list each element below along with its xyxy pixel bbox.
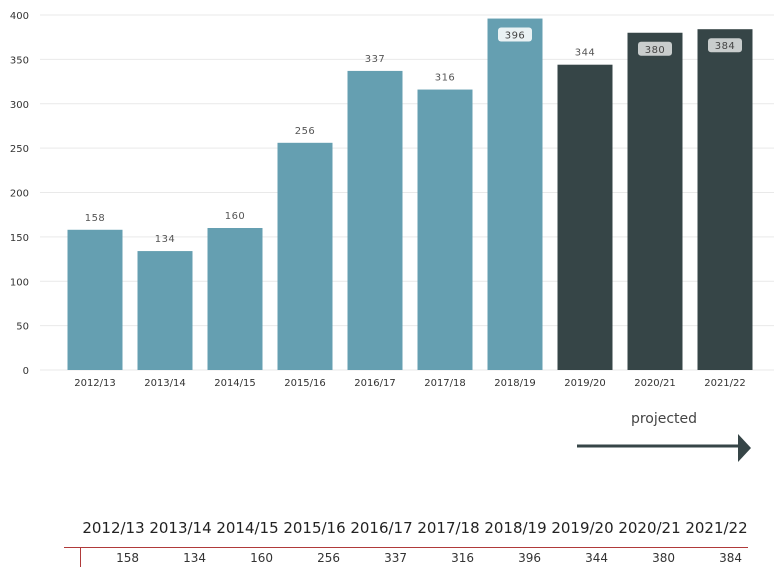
data-label: 396 bbox=[505, 31, 526, 42]
data-label: 384 bbox=[715, 41, 736, 52]
x-tick-label: 2013/14 bbox=[144, 378, 186, 389]
y-tick-label: 400 bbox=[10, 11, 29, 22]
data-label-pill bbox=[498, 27, 532, 42]
bar bbox=[487, 18, 543, 371]
y-tick-label: 200 bbox=[10, 189, 29, 200]
table-vertical-rule bbox=[80, 547, 81, 567]
bar bbox=[417, 89, 473, 371]
projected-arrow-head bbox=[738, 434, 751, 462]
x-tick-label: 2021/22 bbox=[704, 378, 746, 389]
bar bbox=[697, 29, 753, 370]
bar-chart: 0 50 100 150 200 250 300 350 400 158 134 160 256 337… bbox=[10, 11, 774, 462]
x-tick-label: 2017/18 bbox=[424, 378, 466, 389]
data-label: 158 bbox=[85, 213, 106, 224]
x-tick-label: 2020/21 bbox=[634, 378, 676, 389]
table-value-cell: 396 bbox=[518, 551, 541, 565]
data-label: 256 bbox=[295, 126, 316, 137]
x-axis: 2012/13 2013/14 2014/15 2015/16 2016/17 2017/… bbox=[74, 378, 746, 389]
table-value-cell: 134 bbox=[183, 551, 206, 565]
table-rule bbox=[64, 547, 748, 548]
table-header-cell: 2019/20 bbox=[551, 519, 614, 537]
table-value-cell: 256 bbox=[317, 551, 340, 565]
table-value-cell: 316 bbox=[451, 551, 474, 565]
data-label: 134 bbox=[155, 234, 176, 245]
data-label: 160 bbox=[225, 211, 246, 222]
table-value-row: 158 134 160 256 337 316 396 344 380 384 bbox=[80, 550, 750, 568]
table-value-cell: 384 bbox=[719, 551, 742, 565]
table-header-cell: 2021/22 bbox=[685, 519, 748, 537]
table-header-cell: 2017/18 bbox=[417, 519, 480, 537]
y-tick-label: 250 bbox=[10, 144, 29, 155]
table-value-cell: 160 bbox=[250, 551, 273, 565]
data-label: 380 bbox=[645, 45, 666, 56]
data-label-pill bbox=[638, 41, 672, 56]
y-tick-label: 50 bbox=[16, 322, 29, 333]
table-header-cell: 2013/14 bbox=[149, 519, 212, 537]
y-axis: 0 50 100 150 200 250 300 350 400 bbox=[10, 11, 29, 377]
table-value-cell: 158 bbox=[116, 551, 139, 565]
x-tick-label: 2018/19 bbox=[494, 378, 536, 389]
bars: 158 134 160 256 337 316 396 344 380 384 bbox=[67, 18, 753, 371]
data-label-pill bbox=[708, 38, 742, 53]
x-tick-label: 2014/15 bbox=[214, 378, 256, 389]
table-header-cell: 2016/17 bbox=[350, 519, 413, 537]
x-tick-label: 2019/20 bbox=[564, 378, 606, 389]
bar bbox=[67, 229, 123, 370]
bar bbox=[207, 228, 263, 370]
bar bbox=[627, 32, 683, 370]
table-header-cell: 2018/19 bbox=[484, 519, 547, 537]
projected-annotation: projected bbox=[577, 411, 751, 462]
y-tick-label: 0 bbox=[23, 366, 29, 377]
bar bbox=[557, 64, 613, 370]
data-table: 2012/13 2013/14 2014/15 2015/16 2016/17 2017/… bbox=[64, 513, 750, 568]
x-tick-label: 2012/13 bbox=[74, 378, 116, 389]
y-tick-label: 350 bbox=[10, 55, 29, 66]
table-header-cell: 2014/15 bbox=[216, 519, 279, 537]
y-tick-label: 100 bbox=[10, 277, 29, 288]
table-header-row: 2012/13 2013/14 2014/15 2015/16 2016/17 2017/… bbox=[80, 513, 750, 543]
data-label: 344 bbox=[575, 48, 596, 59]
x-tick-label: 2016/17 bbox=[354, 378, 396, 389]
bar bbox=[277, 142, 333, 370]
table-value-cell: 344 bbox=[585, 551, 608, 565]
table-header-cell: 2015/16 bbox=[283, 519, 346, 537]
projected-label: projected bbox=[631, 411, 697, 427]
data-label: 316 bbox=[435, 73, 456, 84]
y-tick-label: 150 bbox=[10, 233, 29, 244]
x-tick-label: 2015/16 bbox=[284, 378, 326, 389]
table-value-cell: 337 bbox=[384, 551, 407, 565]
data-label: 337 bbox=[365, 54, 386, 65]
y-tick-label: 300 bbox=[10, 100, 29, 111]
table-header-cell: 2012/13 bbox=[82, 519, 145, 537]
table-value-cell: 380 bbox=[652, 551, 675, 565]
bar bbox=[347, 70, 403, 370]
table-header-cell: 2020/21 bbox=[618, 519, 681, 537]
bar bbox=[137, 251, 193, 370]
